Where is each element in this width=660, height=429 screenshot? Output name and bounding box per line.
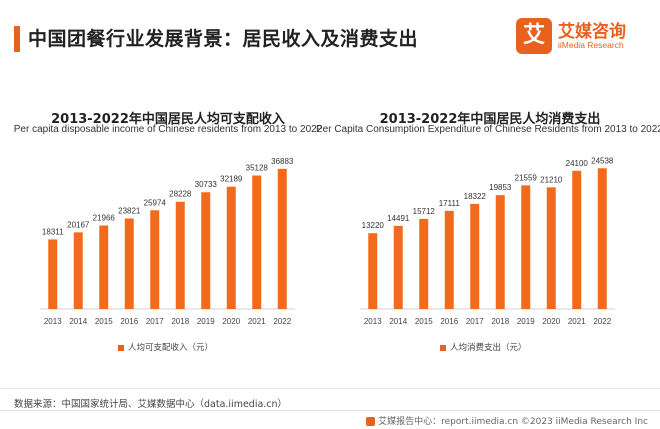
consumption-bar-2017 [470, 203, 480, 309]
consumption-tick-label: 2016 [440, 317, 458, 326]
income-bar-2013 [48, 239, 58, 309]
income-chart-title: 2013-2022年中国居民人均可支配收入 [51, 112, 285, 127]
income-bar-2017 [150, 210, 160, 309]
consumption-bar-2021 [572, 170, 582, 309]
income-value-label: 25974 [144, 198, 167, 207]
income-tick-label: 2016 [120, 317, 138, 326]
income-value-label: 28228 [169, 190, 192, 199]
logo-subtitle: iiMedia Research [558, 40, 624, 50]
consumption-value-label: 21559 [515, 173, 538, 182]
consumption-bar-2016 [444, 210, 454, 309]
income-bar-2020 [226, 186, 236, 309]
income-value-label: 21966 [93, 214, 116, 223]
legend-swatch [118, 344, 124, 351]
consumption-chart-title: 2013-2022年中国居民人均消费支出 [379, 112, 601, 127]
consumption-tick-label: 2013 [364, 317, 382, 326]
income-tick-label: 2014 [69, 317, 87, 326]
consumption-value-label: 18322 [464, 192, 487, 201]
income-bar-2014 [73, 232, 83, 309]
income-tick-label: 2017 [146, 317, 164, 326]
income-tick-label: 2013 [44, 317, 62, 326]
income-value-label: 35128 [246, 164, 269, 173]
income-tick-label: 2019 [197, 317, 215, 326]
income-value-label: 36883 [271, 157, 294, 166]
consumption-tick-label: 2015 [415, 317, 433, 326]
consumption-value-label: 21210 [540, 175, 563, 184]
income-chart-subtitle: Per capita disposable income of Chinese … [13, 124, 323, 135]
income-legend-label: 人均可支配收入（元） [128, 343, 214, 353]
title-accent-bar [14, 26, 20, 52]
consumption-bar-2013 [368, 233, 378, 309]
income-bar-chart: 18311 2013 20167 2014 21966 2015 23821 2016 2597… [40, 157, 295, 326]
income-bar-2022 [277, 168, 287, 309]
consumption-value-label: 14491 [387, 214, 410, 223]
income-tick-label: 2015 [95, 317, 113, 326]
logo-name: 艾媒咨询 [558, 22, 626, 42]
footer: 艾媒报告中心：report.iimedia.cn ©2023 iiMedia R… [366, 414, 648, 427]
consumption-tick-label: 2019 [517, 317, 535, 326]
income-bar-2018 [175, 201, 185, 309]
income-tick-label: 2018 [171, 317, 189, 326]
income-legend: 人均可支配收入（元） [118, 341, 213, 353]
page-title: 中国团餐行业发展背景：居民收入及消费支出 [28, 28, 419, 50]
consumption-legend-label: 人均消费支出（元） [450, 343, 527, 353]
income-tick-label: 2020 [222, 317, 240, 326]
footer-logo-icon [366, 417, 376, 426]
consumption-value-label: 24100 [566, 159, 589, 168]
income-tick-label: 2021 [248, 317, 266, 326]
consumption-tick-label: 2018 [491, 317, 509, 326]
income-bar-2019 [201, 192, 211, 309]
income-value-label: 32189 [220, 175, 243, 184]
divider [0, 388, 660, 389]
consumption-bar-2022 [597, 168, 607, 309]
consumption-bar-2019 [521, 185, 531, 309]
income-bar-2021 [252, 175, 262, 309]
consumption-bar-2020 [546, 187, 556, 309]
consumption-bar-2014 [393, 225, 403, 309]
consumption-tick-label: 2022 [593, 317, 611, 326]
consumption-legend: 人均消费支出（元） [440, 341, 527, 353]
consumption-value-label: 13220 [362, 221, 385, 230]
consumption-tick-label: 2017 [466, 317, 484, 326]
legend-swatch [440, 344, 446, 351]
income-value-label: 30733 [195, 180, 218, 189]
consumption-bar-chart: 13220 2013 14491 2014 15712 2015 17111 2016 1832… [360, 156, 615, 326]
income-value-label: 20167 [67, 220, 90, 229]
logo-mark-icon: 艾 [516, 18, 552, 54]
footer-divider [0, 410, 660, 411]
income-value-label: 23821 [118, 206, 141, 215]
brand-logo: 艾 艾媒咨询 iiMedia Research [516, 15, 644, 59]
consumption-chart-subtitle: Per Capita Consumption Expenditure of Ch… [316, 124, 660, 135]
consumption-value-label: 15712 [413, 207, 436, 216]
consumption-value-label: 17111 [439, 199, 461, 208]
footer-text: 艾媒报告中心：report.iimedia.cn ©2023 iiMedia R… [378, 417, 648, 427]
consumption-bar-2018 [495, 195, 505, 309]
consumption-value-label: 19853 [489, 183, 512, 192]
income-tick-label: 2022 [273, 317, 291, 326]
consumption-tick-label: 2021 [568, 317, 586, 326]
income-value-label: 18311 [42, 227, 64, 236]
consumption-tick-label: 2020 [542, 317, 560, 326]
consumption-tick-label: 2014 [389, 317, 407, 326]
consumption-value-label: 24538 [591, 156, 614, 165]
income-bar-2015 [99, 225, 109, 309]
consumption-bar-2015 [419, 218, 429, 309]
income-bar-2016 [124, 218, 134, 309]
data-source: 数据来源：中国国家统计局、艾媒数据中心（data.iimedia.cn） [14, 399, 288, 410]
